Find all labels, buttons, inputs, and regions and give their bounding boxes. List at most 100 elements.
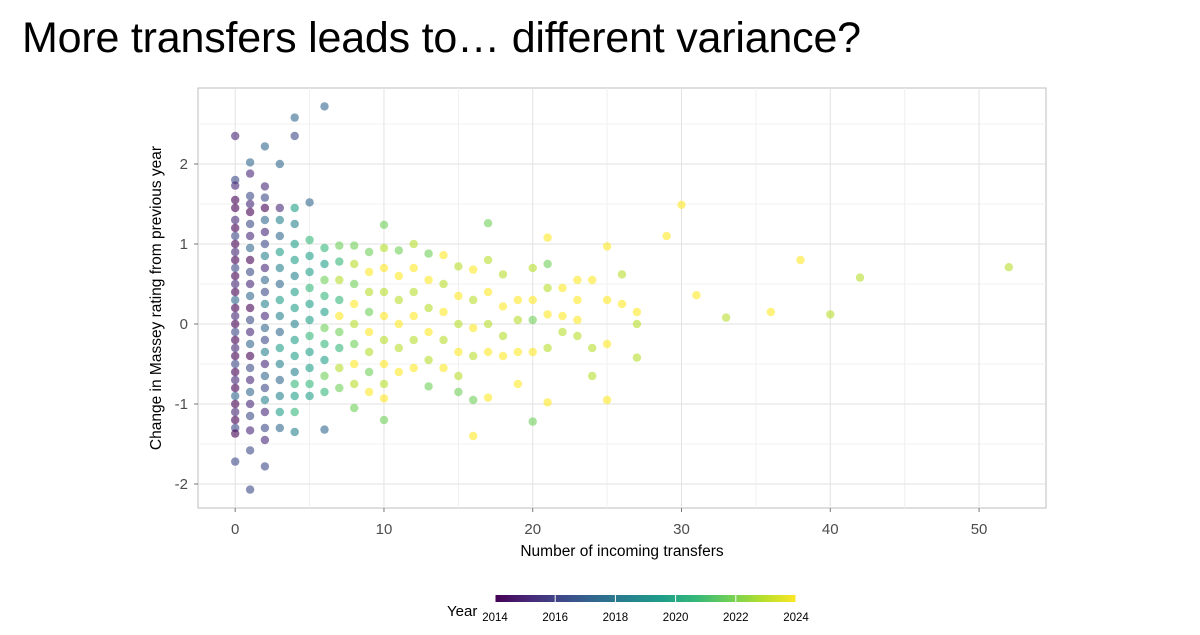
data-point	[543, 310, 552, 319]
data-point	[573, 295, 582, 305]
data-point	[632, 319, 642, 329]
data-point	[260, 323, 270, 333]
data-point	[320, 355, 329, 365]
data-point	[275, 359, 284, 369]
colorbar-ticks: 2014 2016 2018 2020 2022 2024	[482, 595, 809, 624]
data-point	[245, 315, 255, 325]
data-point	[721, 313, 731, 322]
data-point	[290, 367, 299, 377]
data-point	[364, 307, 374, 317]
colorbar-tick-label: 2016	[542, 612, 568, 624]
data-point	[335, 343, 344, 353]
data-point	[305, 363, 314, 373]
data-point	[275, 203, 284, 213]
data-point	[335, 363, 344, 373]
data-point	[364, 387, 374, 397]
data-point	[364, 347, 374, 357]
data-point	[231, 375, 240, 385]
data-point	[231, 327, 240, 337]
data-point	[454, 371, 463, 381]
y-tick-label: 0	[180, 316, 188, 333]
data-point	[320, 371, 329, 381]
data-point	[409, 263, 418, 273]
data-point	[231, 239, 240, 249]
data-point	[483, 287, 493, 297]
data-point	[245, 279, 255, 289]
data-point	[350, 359, 359, 369]
data-point	[335, 241, 344, 250]
data-point	[305, 391, 314, 401]
data-point	[588, 371, 597, 381]
x-axis-label: Number of incoming transfers	[520, 543, 724, 560]
data-point	[305, 267, 314, 277]
data-point	[290, 113, 299, 122]
data-point	[245, 267, 255, 277]
data-point	[335, 311, 344, 321]
x-tick-label: 10	[376, 521, 393, 538]
data-point	[231, 457, 240, 466]
data-point	[260, 182, 270, 191]
data-point	[231, 343, 240, 353]
data-point	[424, 382, 433, 391]
data-point	[245, 243, 255, 253]
data-point	[245, 363, 255, 373]
data-point	[498, 351, 508, 361]
slide-title: More transfers leads to… different varia…	[22, 14, 861, 62]
data-point	[260, 251, 270, 261]
data-point	[454, 262, 463, 271]
data-point	[260, 193, 270, 202]
y-tick-label: 2	[180, 156, 188, 173]
data-point	[245, 158, 255, 167]
data-point	[260, 371, 270, 381]
data-point	[483, 219, 493, 228]
data-point	[498, 270, 508, 279]
data-point	[305, 251, 314, 261]
data-point	[245, 327, 255, 337]
x-tick-label: 40	[822, 521, 839, 538]
data-point	[245, 399, 255, 409]
data-point	[439, 279, 448, 289]
data-point	[260, 347, 270, 357]
data-point	[275, 279, 284, 289]
data-point	[692, 291, 701, 300]
data-point	[424, 275, 433, 285]
data-point	[231, 271, 240, 281]
data-point	[320, 339, 329, 349]
data-point	[290, 379, 299, 389]
data-point	[454, 387, 463, 397]
data-point	[379, 379, 389, 389]
data-point	[409, 239, 418, 249]
data-point	[231, 287, 240, 297]
data-point	[528, 315, 537, 325]
data-point	[275, 423, 284, 433]
data-point	[335, 275, 344, 285]
data-point	[260, 142, 270, 151]
data-point	[290, 287, 299, 297]
data-point	[409, 311, 418, 321]
data-point	[275, 327, 284, 337]
data-point	[320, 259, 329, 269]
x-tick-label: 20	[524, 521, 541, 538]
data-points	[231, 102, 1013, 494]
data-point	[379, 287, 389, 297]
data-point	[394, 367, 403, 377]
data-point	[364, 287, 374, 297]
data-point	[231, 429, 240, 438]
data-point	[469, 295, 478, 305]
data-point	[602, 395, 612, 405]
data-point	[394, 319, 403, 329]
data-point	[439, 307, 448, 317]
data-point	[409, 287, 418, 297]
data-point	[245, 207, 255, 217]
data-point	[260, 227, 270, 237]
data-point	[290, 407, 299, 417]
data-point	[260, 311, 270, 321]
data-point	[469, 323, 478, 333]
data-point	[454, 291, 463, 301]
data-point	[231, 303, 240, 313]
data-point	[231, 247, 240, 257]
data-point	[558, 283, 567, 293]
data-point	[558, 327, 567, 337]
data-point	[543, 283, 552, 293]
data-point	[260, 383, 270, 393]
